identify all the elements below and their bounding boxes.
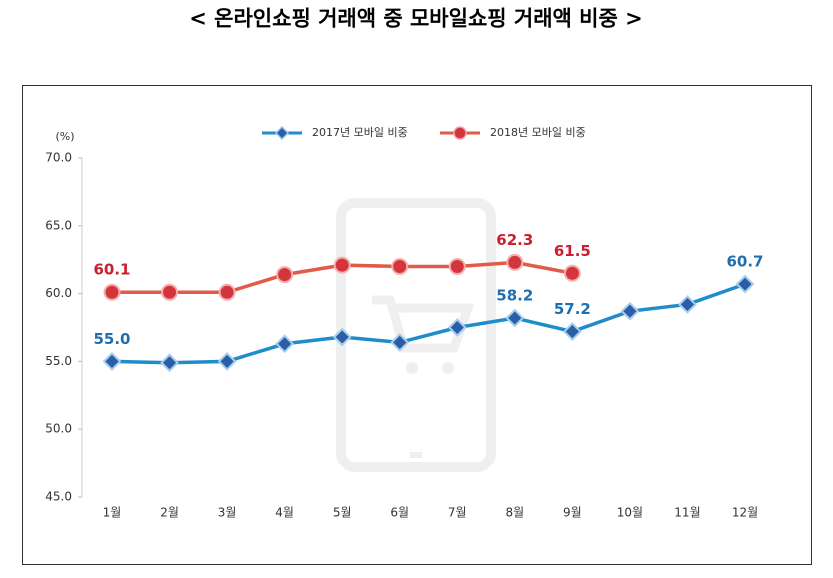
data-label: 60.7 bbox=[726, 253, 763, 271]
x-tick-label: 5월 bbox=[333, 506, 352, 520]
x-tick-label: 6월 bbox=[390, 506, 409, 520]
point bbox=[333, 256, 351, 274]
data-label: 60.1 bbox=[93, 261, 130, 279]
point bbox=[218, 283, 236, 301]
y-tick-label: 65.0 bbox=[45, 218, 72, 232]
x-tick-label: 2월 bbox=[160, 506, 179, 520]
legend-label: 2018년 모바일 비중 bbox=[490, 125, 586, 139]
point bbox=[275, 334, 295, 354]
chart-title: < 온라인쇼핑 거래액 중 모바일쇼핑 거래액 비중 > bbox=[189, 6, 642, 31]
point bbox=[447, 318, 467, 337]
point bbox=[103, 283, 121, 301]
point bbox=[217, 351, 237, 371]
legend-marker bbox=[453, 126, 467, 140]
data-label: 55.0 bbox=[93, 330, 130, 348]
x-tick-label: 3월 bbox=[218, 506, 237, 520]
chart-frame bbox=[22, 85, 812, 565]
series-line bbox=[111, 282, 746, 365]
x-tick-label: 8월 bbox=[505, 506, 524, 520]
point bbox=[332, 327, 352, 347]
x-tick-label: 10월 bbox=[617, 506, 643, 520]
point bbox=[620, 301, 640, 321]
point bbox=[562, 322, 582, 341]
point bbox=[506, 253, 524, 271]
x-tick-label: 1월 bbox=[103, 506, 122, 520]
y-tick-label: 70.0 bbox=[45, 151, 72, 165]
phone-backdrop bbox=[336, 198, 496, 472]
x-tick-label: 12월 bbox=[732, 506, 758, 520]
legend-label: 2017년 모바일 비중 bbox=[312, 125, 408, 139]
point bbox=[102, 351, 122, 371]
data-label: 57.2 bbox=[554, 300, 591, 318]
point bbox=[276, 266, 294, 284]
point bbox=[391, 257, 409, 275]
x-tick-label: 9월 bbox=[563, 506, 582, 520]
point bbox=[448, 257, 466, 275]
point bbox=[563, 264, 581, 282]
x-tick-label: 7월 bbox=[448, 506, 467, 520]
data-label: 58.2 bbox=[496, 287, 533, 305]
y-tick-label: 60.0 bbox=[45, 286, 72, 300]
y-tick-label: 55.0 bbox=[45, 354, 72, 368]
point bbox=[505, 308, 525, 328]
data-label: 61.5 bbox=[554, 242, 591, 260]
y-axis-label: (%) bbox=[55, 130, 74, 143]
legend-marker bbox=[274, 125, 290, 141]
point bbox=[735, 274, 755, 294]
x-tick-label: 11월 bbox=[674, 506, 700, 520]
x-tick-label: 4월 bbox=[275, 506, 294, 520]
y-tick-label: 45.0 bbox=[45, 490, 72, 504]
y-tick-label: 50.0 bbox=[45, 422, 72, 436]
point bbox=[160, 353, 179, 373]
point bbox=[678, 295, 697, 314]
point bbox=[390, 333, 410, 352]
data-label: 62.3 bbox=[496, 231, 533, 249]
point bbox=[161, 283, 179, 301]
